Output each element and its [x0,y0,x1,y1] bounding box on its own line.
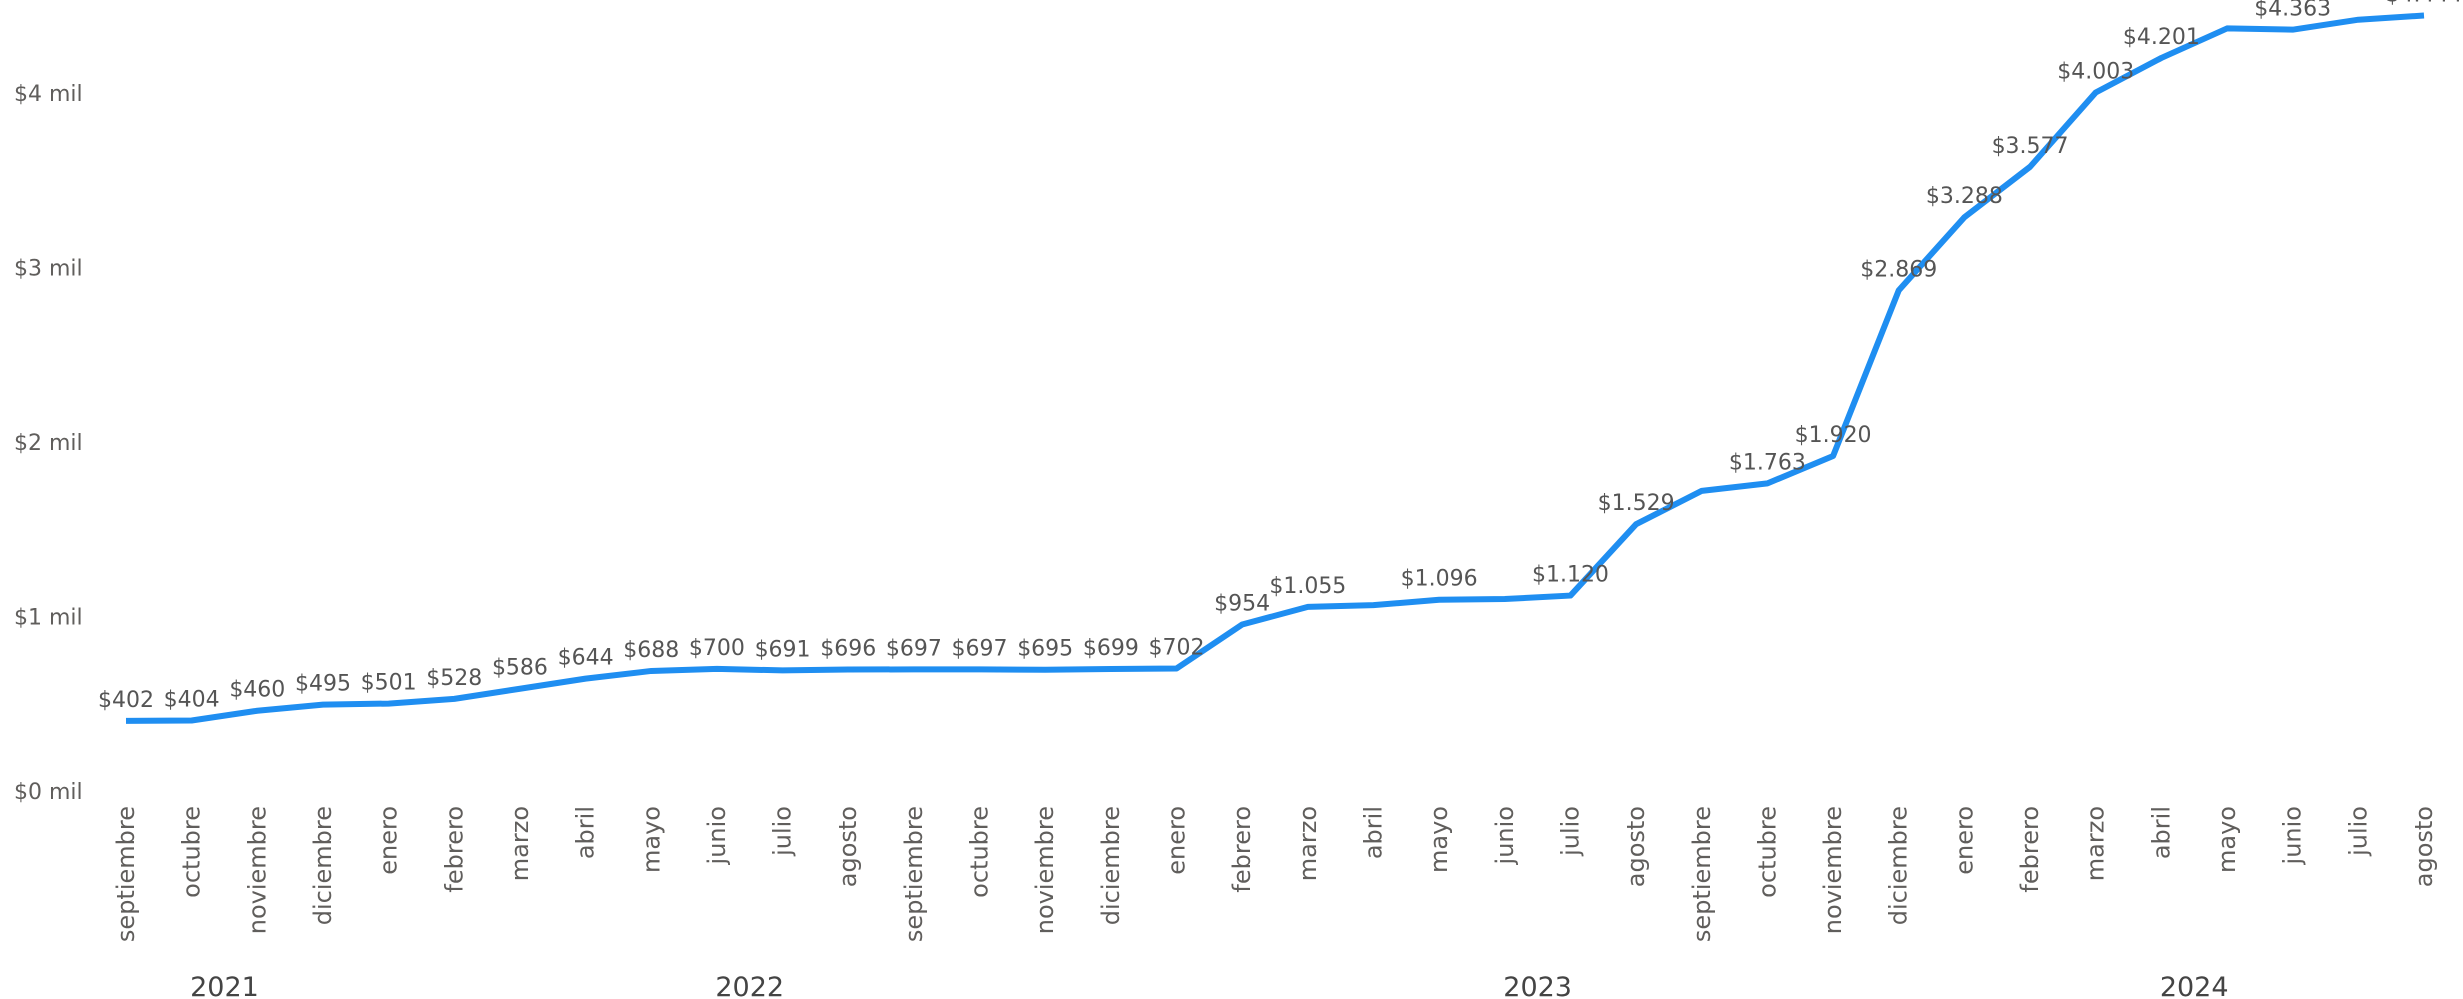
year-label: 2024 [2160,972,2229,999]
data-label: $699 [1083,636,1139,661]
x-tick-label: junio [703,806,731,865]
y-tick-label: $0 mil [14,780,83,805]
x-tick-label: septiembre [112,806,140,942]
x-tick-label: julio [2344,806,2372,857]
data-label: $1.920 [1795,423,1872,448]
data-label: $695 [1017,637,1073,662]
line [125,12,2425,724]
x-tick-label: febrero [2016,806,2044,893]
data-label: $3.577 [1992,134,2069,159]
x-tick-label: octubre [178,806,206,898]
data-label: $528 [426,666,482,691]
data-label: $4.363 [2254,0,2331,22]
data-label: $697 [886,636,942,661]
data-label: $404 [164,688,220,713]
data-label: $402 [98,688,154,713]
x-tick-label: marzo [506,806,534,881]
x-tick-label: enero [1950,806,1978,875]
x-tick-label: enero [1163,806,1191,875]
x-tick-label: agosto [2410,806,2438,887]
x-tick-label: noviembre [243,806,271,934]
x-tick-label: julio [769,806,797,857]
x-tick-label: abril [2147,806,2175,859]
data-label: $3.288 [1926,184,2003,209]
x-tick-label: junio [1491,806,1519,865]
data-label: $1.529 [1598,491,1675,516]
data-label: $495 [295,672,351,697]
data-label: $691 [755,637,811,662]
x-tick-label: marzo [1294,806,1322,881]
year-label: 2023 [1503,972,1572,999]
year-label: 2021 [190,972,259,999]
x-tick-label: diciembre [309,806,337,925]
x-tick-label: julio [1556,806,1584,857]
x-tick-label: agosto [1622,806,1650,887]
data-label: $688 [623,638,679,663]
x-tick-label: mayo [637,806,665,873]
data-label: $586 [492,656,548,681]
x-tick-label: octubre [1753,806,1781,898]
x-tick-label: abril [1359,806,1387,859]
data-label: $4.444 [2386,0,2463,8]
data-label: $4.201 [2123,25,2200,50]
x-tick-label: febrero [440,806,468,893]
x-tick-label: junio [2279,806,2307,865]
x-tick-label: mayo [1425,806,1453,873]
data-label: $702 [1149,636,1205,661]
data-label: $501 [361,671,417,696]
y-tick-label: $4 mil [14,82,83,107]
data-label: $460 [229,678,285,703]
x-tick-label: octubre [966,806,994,898]
x-tick-label: febrero [1228,806,1256,893]
x-tick-label: diciembre [1885,806,1913,925]
x-tick-label: marzo [2082,806,2110,881]
x-tick-label: noviembre [1819,806,1847,934]
data-label: $1.120 [1532,563,1609,588]
y-tick-label: $1 mil [14,606,83,631]
x-tick-label: mayo [2213,806,2241,873]
data-label: $700 [689,636,745,661]
x-tick-label: septiembre [900,806,928,942]
data-label: $2.869 [1860,257,1937,282]
data-label: $644 [558,646,614,671]
year-label: 2022 [715,972,784,999]
x-tick-label: diciembre [1097,806,1125,925]
data-label: $1.763 [1729,450,1806,475]
data-label: $4.003 [2057,59,2134,84]
data-label: $696 [820,637,876,662]
x-tick-label: abril [572,806,600,859]
x-tick-label: septiembre [1688,806,1716,942]
x-tick-label: enero [375,806,403,875]
data-label: $1.055 [1269,574,1346,599]
data-label: $697 [952,636,1008,661]
x-tick-label: noviembre [1031,806,1059,934]
x-tick-label: agosto [834,806,862,887]
y-tick-label: $2 mil [14,431,83,456]
data-label: $1.096 [1401,567,1478,592]
y-tick-label: $3 mil [14,257,83,282]
data-label: $954 [1214,592,1270,617]
